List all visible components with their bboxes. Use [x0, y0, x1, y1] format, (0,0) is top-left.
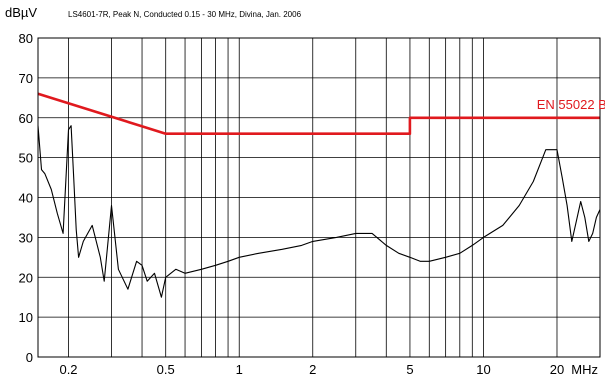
measurement-trace — [37, 125, 601, 298]
y-tick-label: 50 — [19, 151, 33, 166]
x-tick-label: 0.2 — [59, 362, 77, 377]
y-tick-label: 40 — [19, 191, 33, 206]
x-axis-unit-label: MHz — [571, 362, 598, 377]
limit-line — [37, 92, 600, 135]
x-tick-label: 1 — [236, 362, 243, 377]
x-tick-label: 10 — [476, 362, 490, 377]
limit-line-label: EN 55022 B — [537, 97, 605, 112]
grid-lines — [38, 37, 600, 358]
data-series — [37, 92, 601, 298]
y-axis-tick-labels: 0 10 20 30 40 50 60 70 80 — [19, 31, 33, 365]
x-tick-label: 5 — [406, 362, 413, 377]
y-tick-label: 0 — [26, 350, 33, 365]
chart-title: LS4601-7R, Peak N, Conducted 0.15 - 30 M… — [68, 10, 302, 19]
x-tick-label: 0.5 — [157, 362, 175, 377]
y-tick-label: 20 — [19, 270, 33, 285]
y-tick-label: 10 — [19, 310, 33, 325]
y-tick-label: 70 — [19, 71, 33, 86]
y-tick-label: 60 — [19, 111, 33, 126]
y-tick-label: 30 — [19, 230, 33, 245]
x-axis-tick-labels: 0.2 0.5 1 2 5 10 20 — [59, 362, 564, 377]
plot-frame — [37, 37, 601, 358]
y-tick-label: 80 — [19, 31, 33, 46]
x-tick-label: 20 — [550, 362, 564, 377]
y-axis-unit-label: dBµV — [5, 5, 38, 20]
x-tick-label: 2 — [309, 362, 316, 377]
